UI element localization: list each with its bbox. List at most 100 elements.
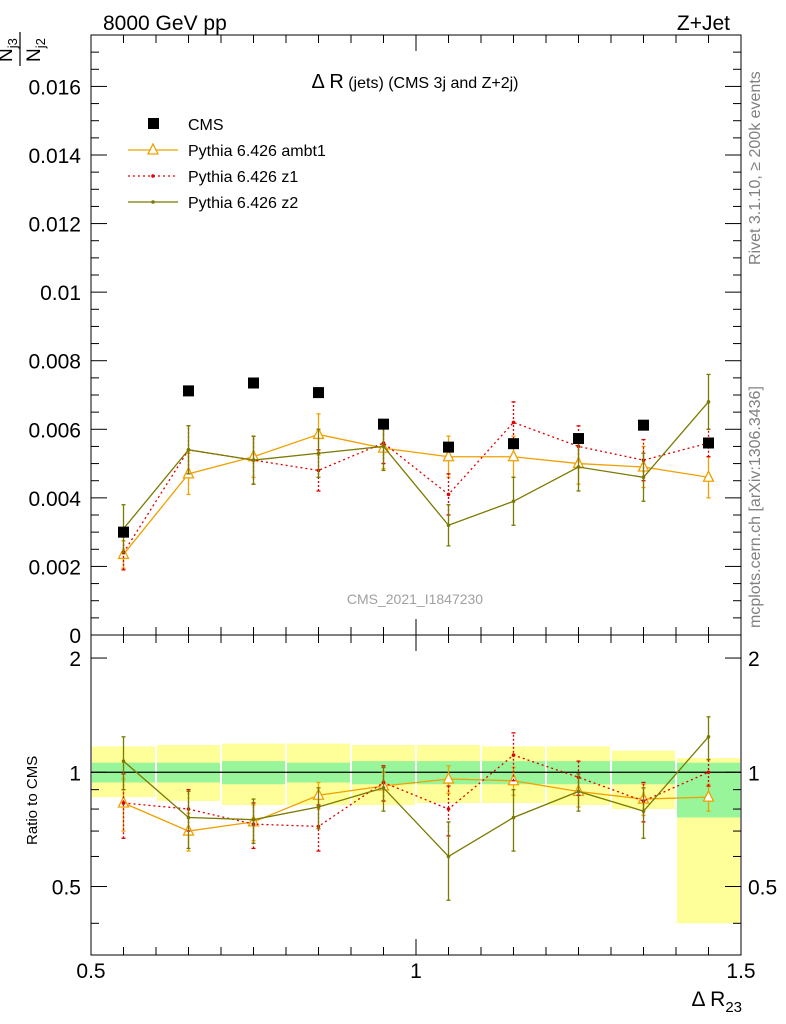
ratio-ytick-label-right: 1: [748, 762, 760, 785]
legend-cms-marker: [148, 118, 159, 129]
mcplots-label: mcplots.cern.ch [arXiv:1306.3436]: [747, 386, 764, 628]
point-z2: [316, 451, 321, 456]
ratio-xlabel-main: Δ R: [691, 988, 725, 1011]
ratio-point-ambt1: [702, 789, 715, 802]
main-ylabel: Nj3 Nj2: [0, 32, 48, 66]
ratio-series-z2: [121, 716, 711, 901]
legend-z2-label: Pythia 6.426 z2: [188, 195, 298, 212]
ratio-point-z2: [186, 815, 191, 820]
chart-title-main: Δ R: [312, 71, 344, 93]
ratio-point-z2: [576, 789, 581, 794]
point-cms: [443, 441, 454, 453]
ratio-xlabel-sub: 23: [725, 999, 742, 1016]
point-z2: [706, 400, 711, 404]
point-z2: [641, 475, 646, 480]
main-ytick-label: 0: [69, 625, 81, 648]
main-ytick-label: 0.004: [28, 488, 81, 511]
ylabel-denominator: Nj2: [24, 38, 48, 62]
energy-label: 8000 GeV pp: [103, 12, 227, 35]
point-ambt1: [442, 449, 455, 462]
ylabel-denominator-n: N: [24, 48, 45, 62]
main-ytick-label: 0.002: [28, 556, 81, 579]
main-ytick-label: 0.008: [28, 351, 81, 374]
main-series-layer: [117, 373, 715, 571]
point-cms: [703, 437, 714, 449]
ratio-line-z2: [123, 736, 709, 858]
legend-cms-label: CMS: [188, 117, 224, 134]
ratio-point-z2: [446, 854, 451, 859]
legend-z1-marker: [151, 174, 155, 178]
point-z2: [576, 465, 581, 469]
main-ticks: 0 0.002 0.004 0.006 0.008 0.01 0.012 0.014 0.016: [28, 35, 742, 648]
ratio-point-z2: [641, 809, 646, 813]
legend-ambt1-label: Pythia 6.426 ambt1: [188, 143, 326, 160]
ratio-ytick-label: 2: [69, 648, 81, 671]
legend-z1-label: Pythia 6.426 z1: [188, 169, 298, 186]
ratio-point-z1: [511, 753, 516, 757]
point-z1: [511, 420, 516, 425]
ratio-point-z2: [381, 786, 386, 790]
rivet-label: Rivet 3.1.10, ≥ 200k events: [747, 71, 764, 265]
legend: CMS Pythia 6.426 ambt1 Pythia 6.426 z1 P…: [128, 117, 326, 212]
ratio-ylabel: Ratio to CMS: [24, 756, 41, 845]
point-ambt1: [702, 469, 715, 482]
ratio-xlabel: Δ R23: [691, 988, 742, 1016]
main-ytick-label: 0.012: [28, 214, 81, 237]
series-z2: [121, 373, 711, 554]
point-cms: [248, 377, 259, 389]
point-z2: [511, 499, 516, 504]
main-ytick-label: 0.006: [28, 419, 81, 442]
ratio-line-ambt1: [123, 778, 709, 832]
series-cms: [118, 377, 714, 538]
series-ambt1: [117, 413, 715, 569]
ratio-point-z1: [121, 801, 126, 805]
ratio-xtick-label: 0.5: [76, 960, 105, 983]
ratio-point-z2: [511, 815, 516, 820]
point-z2: [446, 523, 451, 528]
point-z1: [446, 492, 451, 497]
main-ytick-label: 0.016: [28, 76, 81, 99]
ratio-line-z1: [123, 754, 709, 828]
series-line-ambt1: [122, 433, 709, 555]
chart-title-rest: (jets) (CMS 3j and Z+2j): [348, 75, 518, 92]
ratio-point-z2: [706, 735, 711, 739]
ratio-ticks: 0.5 0.5 1 1 2 2 0.5 1 1.5: [52, 635, 777, 983]
ratio-point-z2: [121, 759, 126, 763]
ratio-ytick-label: 1: [69, 762, 81, 785]
point-z2: [186, 448, 191, 452]
ratio-series-layer: [117, 716, 715, 901]
point-cms: [638, 419, 649, 431]
ratio-point-z1: [706, 770, 711, 775]
ylabel-numerator-sub: j3: [5, 38, 20, 49]
point-cms: [508, 438, 519, 450]
ratio-point-z2: [251, 817, 256, 822]
process-label: Z+Jet: [677, 12, 730, 35]
ylabel-numerator: Nj3: [0, 38, 20, 62]
ylabel-numerator-n: N: [0, 48, 17, 62]
ylabel-denominator-sub: j2: [33, 38, 48, 49]
ratio-ytick-label-right: 2: [748, 648, 760, 671]
ratio-xtick-label: 1: [410, 960, 422, 983]
point-z2: [251, 458, 256, 462]
main-panel: 0 0.002 0.004 0.006 0.008 0.01 0.012 0.014 0.016…: [0, 32, 742, 648]
ratio-point-z2: [316, 805, 321, 809]
series-line-z2: [122, 401, 709, 530]
main-ytick-label: 0.014: [28, 145, 81, 168]
ratio-point-ambt1: [442, 771, 455, 784]
legend-z2-marker: [151, 200, 155, 204]
ratio-ytick-label-right: 0.5: [748, 877, 777, 900]
ratio-panel: 0.5 0.5 1 1 2 2 0.5 1 1.5 Ratio to CMS Δ R23: [24, 634, 777, 1016]
ratio-ytick-label: 0.5: [52, 877, 81, 900]
ratio-point-z1: [446, 807, 451, 811]
chart-title: Δ R (jets) (CMS 3j and Z+2j): [312, 71, 519, 93]
watermark: CMS_2021_I1847230: [347, 591, 483, 607]
main-ytick-label: 0.01: [40, 282, 81, 305]
point-z2: [381, 444, 386, 449]
ratio-xtick-label: 1.5: [726, 960, 755, 983]
point-cms: [313, 387, 324, 399]
series-line-z1: [122, 421, 709, 554]
point-cms: [183, 385, 194, 397]
legend-ambt1-marker: [146, 142, 160, 155]
point-cms: [118, 526, 129, 538]
